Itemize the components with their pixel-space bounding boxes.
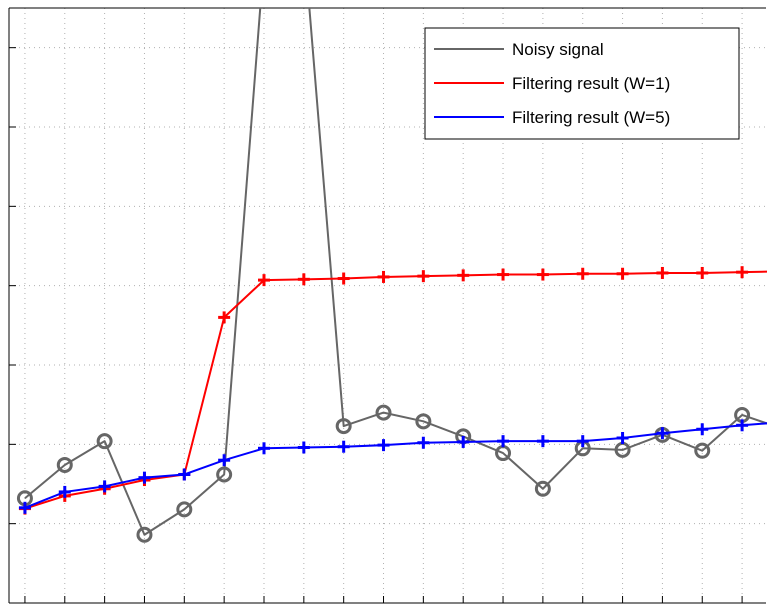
data-point <box>218 311 231 324</box>
legend-label-w5: Filtering result (W=5) <box>512 108 670 127</box>
data-point <box>696 423 709 436</box>
data-point <box>417 436 430 449</box>
data-point <box>694 442 711 459</box>
data-point <box>178 468 191 481</box>
data-point <box>297 273 310 286</box>
legend-label-w1: Filtering result (W=1) <box>512 74 670 93</box>
data-point <box>536 268 549 281</box>
data-point <box>457 435 470 448</box>
data-point <box>138 471 151 484</box>
data-point <box>696 266 709 279</box>
series-line-2 <box>24 422 767 509</box>
data-point <box>616 431 629 444</box>
data-point <box>96 433 113 450</box>
axes <box>8 7 766 604</box>
data-point <box>736 419 749 432</box>
data-point <box>656 427 669 440</box>
data-point <box>656 266 669 279</box>
data-point <box>56 456 73 473</box>
data-point <box>335 418 352 435</box>
data-point <box>218 454 231 467</box>
data-point <box>736 266 749 279</box>
data-point <box>417 270 430 283</box>
data-point <box>297 441 310 454</box>
data-point <box>176 501 193 518</box>
data-point <box>216 466 233 483</box>
data-point <box>497 435 510 448</box>
data-point <box>377 270 390 283</box>
data-point <box>536 435 549 448</box>
plot-area <box>16 8 767 543</box>
data-point <box>534 480 551 497</box>
data-point <box>415 413 432 430</box>
data-point <box>58 485 71 498</box>
data-point <box>257 274 270 287</box>
data-point <box>576 435 589 448</box>
data-point <box>98 480 111 493</box>
data-point <box>136 526 153 543</box>
legend: Noisy signal Filtering result (W=1) Filt… <box>424 27 740 140</box>
data-point <box>377 439 390 452</box>
data-point <box>18 501 31 514</box>
data-point <box>576 267 589 280</box>
series-group <box>16 8 767 543</box>
series-line-1 <box>24 270 767 510</box>
data-point <box>616 267 629 280</box>
data-point <box>337 440 350 453</box>
legend-label-noisy: Noisy signal <box>512 40 604 59</box>
data-point <box>375 404 392 421</box>
data-point <box>337 272 350 285</box>
data-point <box>257 442 270 455</box>
data-point <box>457 269 470 282</box>
data-point <box>497 268 510 281</box>
